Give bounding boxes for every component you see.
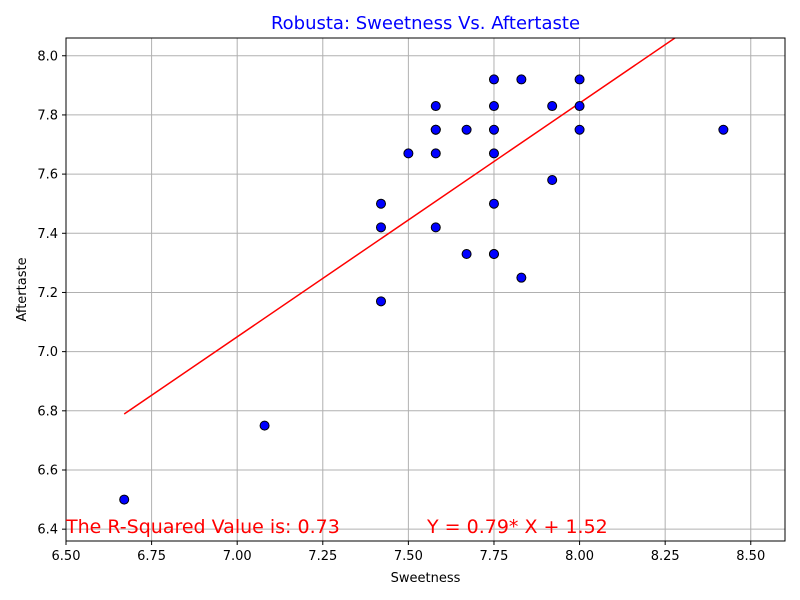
data-point — [403, 148, 414, 159]
data-point — [547, 101, 558, 112]
data-point — [461, 124, 472, 135]
x-tick-label: 8.25 — [651, 549, 680, 564]
data-point — [488, 198, 499, 209]
data-point — [430, 148, 441, 159]
x-axis-label: Sweetness — [391, 571, 461, 586]
y-tick-label: 6.4 — [37, 523, 58, 538]
data-point — [119, 494, 130, 505]
y-tick-label: 6.6 — [37, 463, 58, 478]
data-point — [516, 272, 527, 283]
x-tick-label: 8.50 — [736, 549, 765, 564]
data-point — [430, 124, 441, 135]
data-point — [718, 124, 729, 135]
regression-equation-annotation: Y = 0.79* X + 1.52 — [426, 516, 608, 538]
x-tick-label: 6.75 — [137, 549, 166, 564]
y-tick-label: 6.8 — [37, 404, 58, 419]
x-tick-label: 7.25 — [308, 549, 337, 564]
y-tick-label: 7.0 — [37, 345, 58, 360]
data-points — [119, 74, 729, 505]
axis-ticks: 6.50 6.75 7.00 7.25 7.50 7.75 8.00 8.25 8.50 6.4 6… — [37, 49, 765, 564]
data-point — [430, 101, 441, 112]
data-point — [375, 198, 386, 209]
y-tick-label: 7.8 — [37, 108, 58, 123]
regression-layer — [123, 38, 677, 415]
data-point — [430, 222, 441, 233]
data-point — [375, 222, 386, 233]
plot-frame — [65, 37, 786, 542]
chart-title: Robusta: Sweetness Vs. Aftertaste — [271, 13, 580, 34]
data-point — [547, 175, 558, 186]
x-tick-label: 7.50 — [394, 549, 423, 564]
data-point — [516, 74, 527, 85]
regression-line — [123, 38, 677, 415]
y-tick-label: 7.2 — [37, 286, 58, 301]
x-tick-label: 6.50 — [52, 549, 81, 564]
data-point — [574, 74, 585, 85]
y-tick-label: 7.4 — [37, 227, 58, 242]
y-tick-label: 8.0 — [37, 49, 58, 64]
r-squared-annotation: The R-Squared Value is: 0.73 — [65, 516, 340, 538]
y-axis-label: Aftertaste — [15, 257, 30, 321]
data-point — [488, 248, 499, 259]
grid — [65, 38, 785, 541]
data-point — [259, 420, 270, 431]
data-point — [574, 101, 585, 112]
y-tick-label: 7.6 — [37, 168, 58, 183]
data-point — [488, 124, 499, 135]
x-tick-label: 7.00 — [223, 549, 252, 564]
data-point — [461, 248, 472, 259]
data-point — [375, 296, 386, 307]
x-tick-label: 7.75 — [479, 549, 508, 564]
data-point — [488, 148, 499, 159]
data-point — [574, 124, 585, 135]
x-tick-label: 8.00 — [565, 549, 594, 564]
data-point — [488, 101, 499, 112]
data-point — [488, 74, 499, 85]
